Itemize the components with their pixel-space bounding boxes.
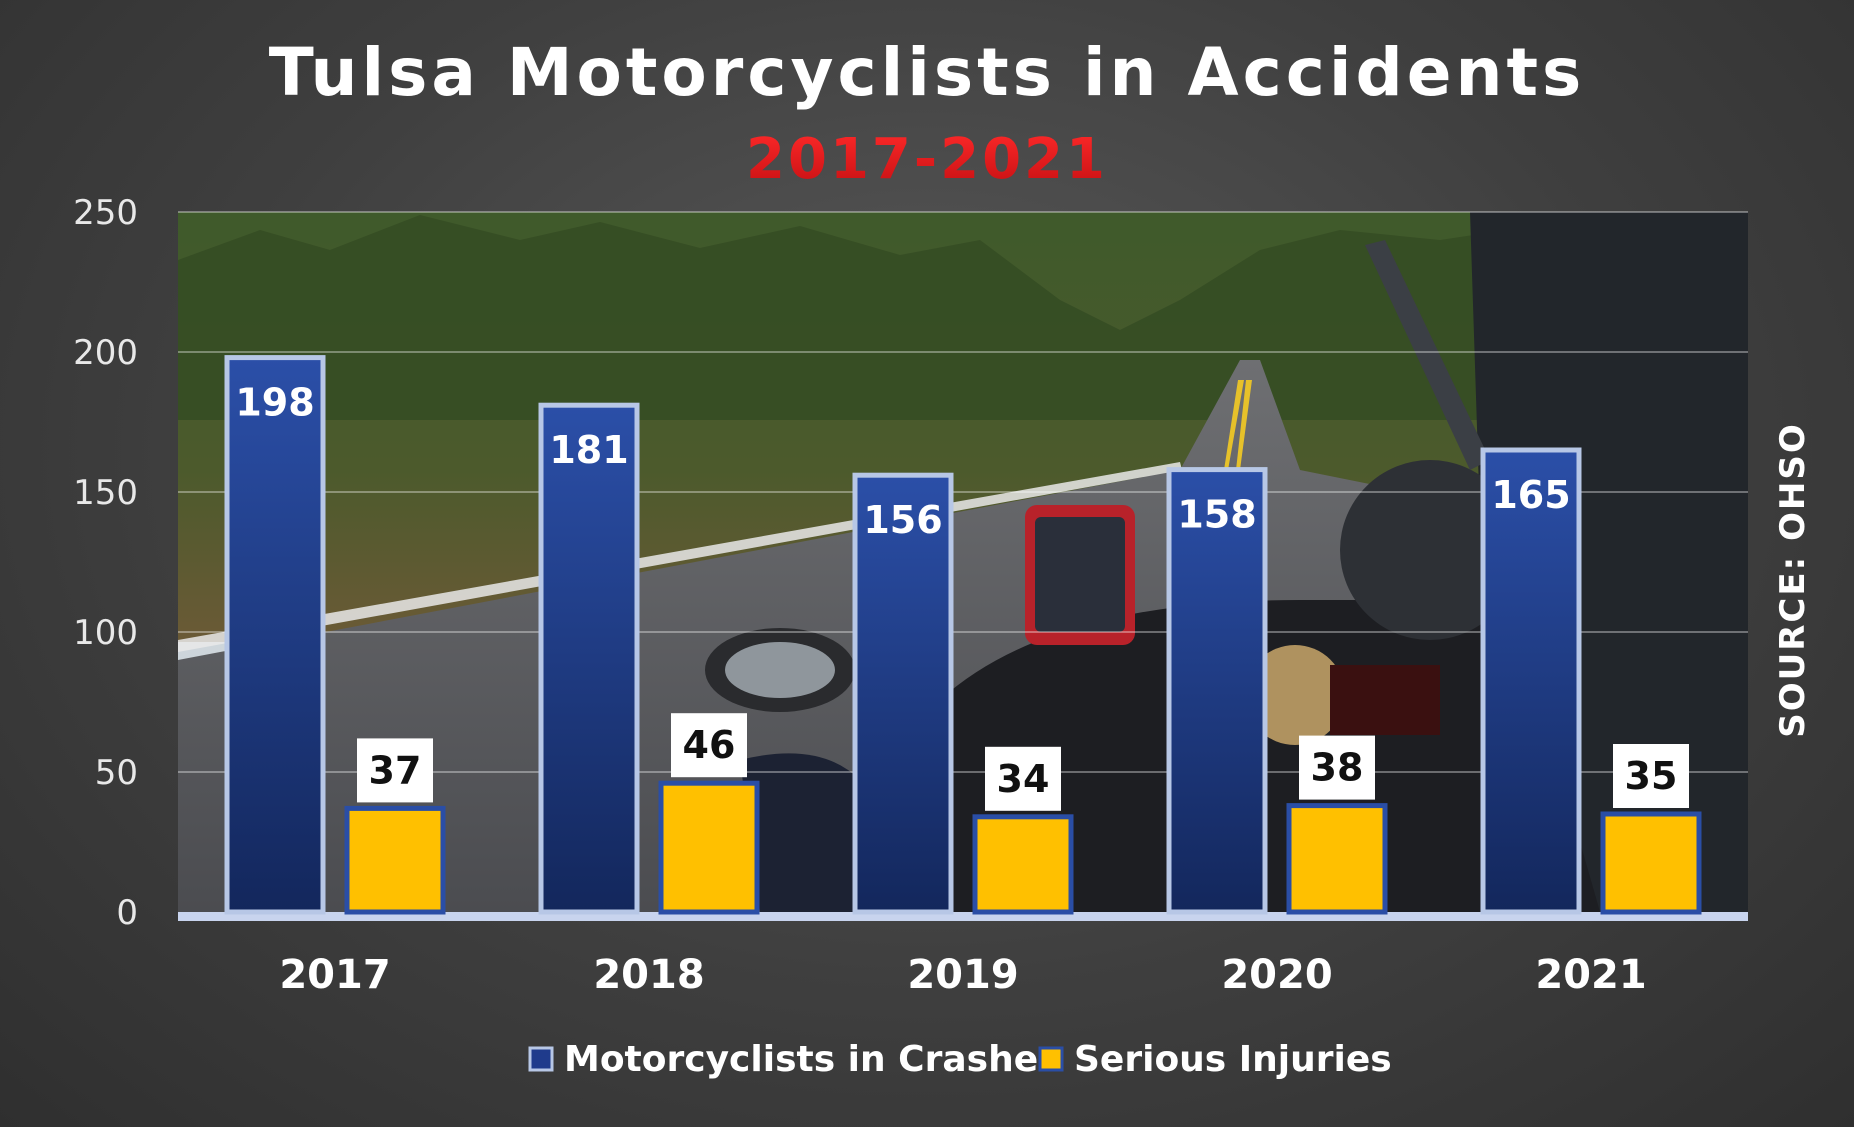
data-labels: 198 37 181 46 156 34 158 38 165 35 [235,381,1689,811]
bar-injuries-2019 [972,814,1074,915]
data-label-injuries-2021: 35 [1625,754,1678,798]
data-label-crashes-2020: 158 [1177,493,1256,537]
y-axis: 0 50 100 150 200 250 [73,193,138,933]
x-axis-line [178,912,1748,921]
bar-injuries-2018 [658,780,760,915]
bars [224,355,1702,915]
chart-subtitle: 2017-2021 [746,127,1108,192]
data-label-crashes-2019: 156 [863,498,942,542]
bar-injuries-2020 [1286,803,1388,915]
data-label-box-injuries-2020 [1299,735,1375,800]
legend-label-crashes: Motorcyclists in Crashes [564,1039,1060,1080]
x-axis: 2017 2018 2019 2020 2021 [279,952,1646,998]
legend-label-injuries: Serious Injuries [1074,1039,1392,1080]
chart-title: Tulsa Motorcyclists in Accidents [269,34,1586,111]
y-tick-label: 150 [73,473,138,513]
data-label-injuries-2020: 38 [1311,746,1364,790]
data-label-box-injuries-2021 [1613,744,1689,808]
x-tick-label: 2019 [907,952,1018,998]
data-label-injuries-2018: 46 [683,723,736,767]
x-tick-label: 2020 [1221,952,1332,998]
x-tick-label: 2017 [279,952,390,998]
source-note: SOURCE: OHSO [1773,422,1813,738]
data-label-box-injuries-2018 [671,713,747,778]
y-tick-label: 250 [73,193,138,233]
data-label-crashes-2018: 181 [549,428,628,472]
y-tick-label: 0 [116,893,138,933]
y-tick-label: 50 [95,753,138,793]
bar-injuries-2021 [1600,811,1702,915]
data-label-injuries-2019: 34 [997,757,1050,801]
bar-crashes-2021 [1480,447,1582,915]
x-tick-label: 2021 [1535,952,1646,998]
x-tick-label: 2018 [593,952,704,998]
data-label-crashes-2021: 165 [1491,473,1570,517]
legend-swatch-injuries [1038,1046,1064,1072]
bar-crashes-2020 [1166,467,1268,915]
bar-crashes-2019 [852,472,954,915]
y-tick-label: 200 [73,333,138,373]
data-label-box-injuries-2017 [357,738,433,803]
legend: Motorcyclists in Crashes Serious Injurie… [528,1039,1392,1080]
legend-swatch-crashes [528,1046,554,1072]
bar-crashes-2017 [224,355,326,915]
data-label-box-injuries-2019 [985,746,1061,811]
bar-injuries-2017 [344,805,446,915]
y-tick-label: 100 [73,613,138,653]
data-label-injuries-2017: 37 [369,748,422,792]
bar-crashes-2018 [538,402,640,915]
data-label-crashes-2017: 198 [235,381,314,425]
